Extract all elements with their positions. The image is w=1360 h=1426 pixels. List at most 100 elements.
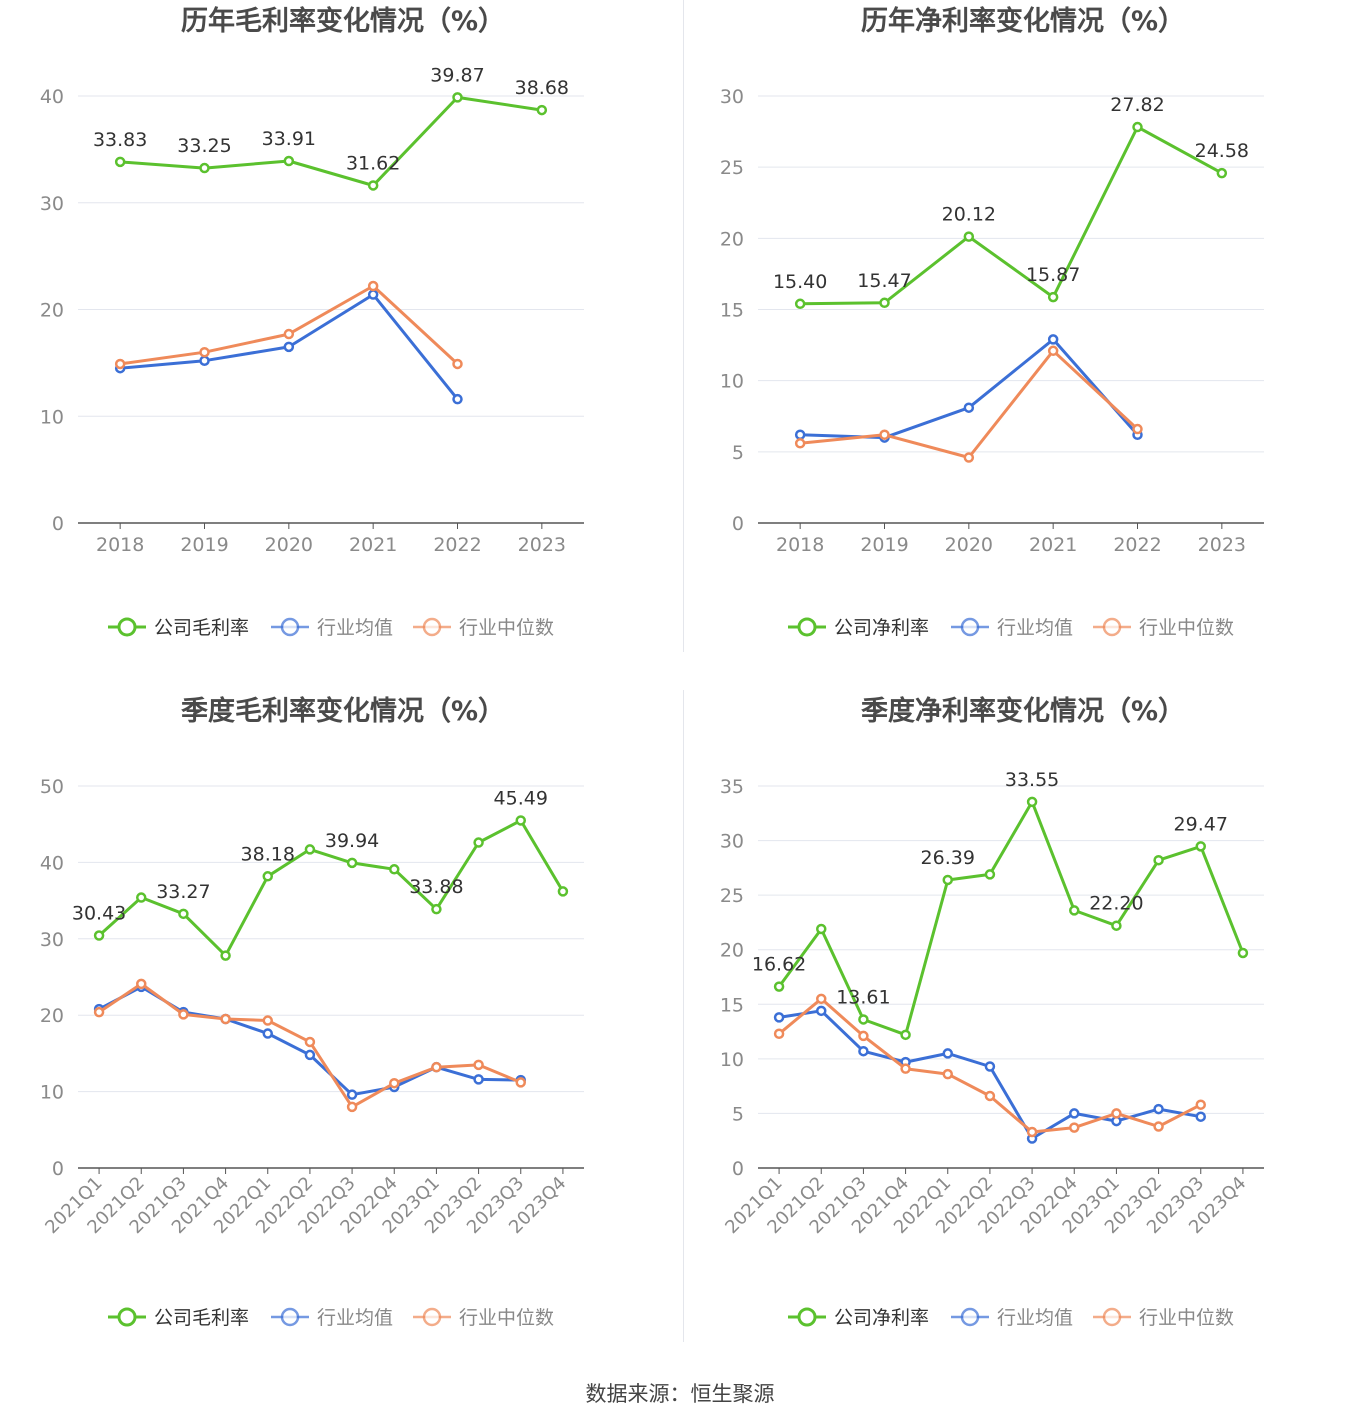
x-tick-label: 2018 (776, 534, 824, 556)
data-point (984, 1061, 996, 1072)
legend-item: 公司净利率 (788, 1307, 929, 1329)
y-tick-label: 0 (52, 1158, 64, 1180)
data-point (1047, 345, 1059, 357)
y-tick-label: 30 (40, 929, 64, 951)
data-point (1069, 905, 1080, 916)
data-point (136, 978, 147, 990)
legend-item: 行业中位数 (1093, 617, 1234, 639)
data-point (942, 874, 953, 886)
y-tick-label: 10 (720, 371, 744, 393)
data-label: 27.82 (1110, 94, 1164, 116)
legend-label: 行业均值 (997, 1307, 1073, 1329)
data-point (136, 892, 147, 903)
y-tick-label: 0 (732, 513, 744, 535)
panel-divider (683, 0, 684, 652)
legend-item: 行业中位数 (1093, 1307, 1234, 1329)
data-point (1195, 841, 1206, 852)
series-line (120, 95, 543, 187)
legend-label: 行业中位数 (459, 617, 554, 639)
data-point (304, 844, 316, 855)
data-point (262, 1015, 273, 1026)
data-point (1111, 1108, 1122, 1119)
data-point (283, 328, 295, 340)
data-point (93, 1006, 105, 1018)
data-point (900, 1063, 911, 1074)
data-label: 24.58 (1195, 140, 1249, 162)
chart-title: 季度毛利率变化情况（%） (181, 695, 505, 727)
y-tick-label: 5 (732, 442, 744, 464)
data-point (452, 92, 463, 103)
data-source-value: 恒生聚源 (690, 1382, 775, 1406)
chart-title: 历年毛利率变化情况（%） (181, 5, 505, 37)
data-point (452, 358, 463, 370)
legend-label: 公司净利率 (834, 1307, 929, 1329)
data-point (367, 180, 379, 191)
y-tick-label: 20 (40, 1005, 64, 1027)
data-label: 39.87 (430, 64, 484, 86)
x-tick-label: 2019 (180, 534, 228, 556)
data-point (199, 355, 210, 366)
legend-label: 公司毛利率 (154, 1307, 249, 1329)
x-tick-label: 2023 (1198, 534, 1246, 556)
data-point (963, 402, 975, 413)
legend-label: 行业均值 (997, 617, 1073, 639)
data-point (1153, 1121, 1164, 1132)
data-label: 33.25 (177, 135, 231, 157)
series-line (800, 337, 1139, 440)
legend-swatch-marker (960, 617, 980, 637)
data-point (1153, 1103, 1164, 1115)
panel-divider (683, 690, 684, 1342)
data-point (515, 1077, 526, 1088)
data-label: 39.94 (325, 830, 379, 852)
y-tick-label: 10 (40, 406, 64, 428)
series-line (98, 819, 565, 958)
y-tick-label: 30 (40, 193, 64, 215)
y-tick-label: 20 (40, 300, 64, 322)
data-point (879, 429, 890, 441)
data-point (984, 869, 996, 880)
data-point (431, 903, 442, 915)
data-point (1047, 291, 1059, 303)
x-tick-label: 2021 (349, 534, 397, 556)
legend-swatch-marker (797, 617, 817, 637)
chart-svg: 历年毛利率变化情况（%） 0 10 20 30 40 2018 2019 2020 2021 202… (40, 5, 584, 639)
legend-label: 行业均值 (317, 617, 393, 639)
x-tick-label: 2020 (265, 534, 313, 556)
data-point (1132, 423, 1143, 435)
legend-item: 行业中位数 (413, 1307, 554, 1329)
data-point (963, 231, 975, 242)
legend-label: 行业中位数 (1139, 617, 1234, 639)
y-tick-label: 20 (720, 940, 744, 962)
data-point (178, 908, 189, 920)
data-point (452, 393, 463, 405)
data-label: 15.40 (773, 271, 827, 293)
y-tick-label: 35 (720, 776, 744, 798)
legend-swatch-marker (422, 1307, 442, 1327)
data-point (389, 1077, 400, 1089)
data-label: 26.39 (921, 847, 975, 869)
y-tick-label: 30 (720, 831, 744, 853)
data-point (304, 1036, 316, 1048)
data-point (1047, 334, 1059, 345)
legend-item: 行业均值 (951, 1307, 1073, 1329)
x-tick-label: 2018 (96, 534, 144, 556)
data-point (942, 1068, 953, 1080)
y-tick-label: 10 (720, 1049, 744, 1071)
legend-item: 行业均值 (271, 1307, 393, 1329)
data-point (1153, 854, 1164, 866)
data-point (858, 1014, 869, 1025)
legend-item: 行业均值 (271, 617, 393, 639)
data-label: 20.12 (942, 204, 996, 226)
y-tick-label: 0 (52, 513, 64, 535)
data-point (367, 289, 379, 300)
data-point (346, 857, 358, 869)
data-point (93, 930, 105, 941)
data-label: 33.88 (409, 876, 463, 898)
data-point (858, 1030, 869, 1042)
x-tick-label: 2023 (518, 534, 566, 556)
chart-title: 历年净利率变化情况（%） (861, 5, 1185, 37)
data-point (283, 155, 295, 167)
chart-svg: 季度净利率变化情况（%）051015202530352021Q12021Q220… (720, 695, 1264, 1329)
x-tick-label: 2022 (1113, 534, 1161, 556)
data-label: 31.62 (346, 152, 400, 174)
